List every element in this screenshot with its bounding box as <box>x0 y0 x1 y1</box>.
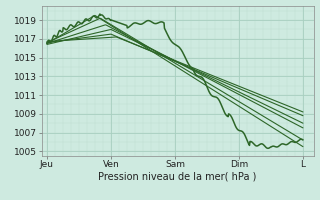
X-axis label: Pression niveau de la mer( hPa ): Pression niveau de la mer( hPa ) <box>99 172 257 182</box>
